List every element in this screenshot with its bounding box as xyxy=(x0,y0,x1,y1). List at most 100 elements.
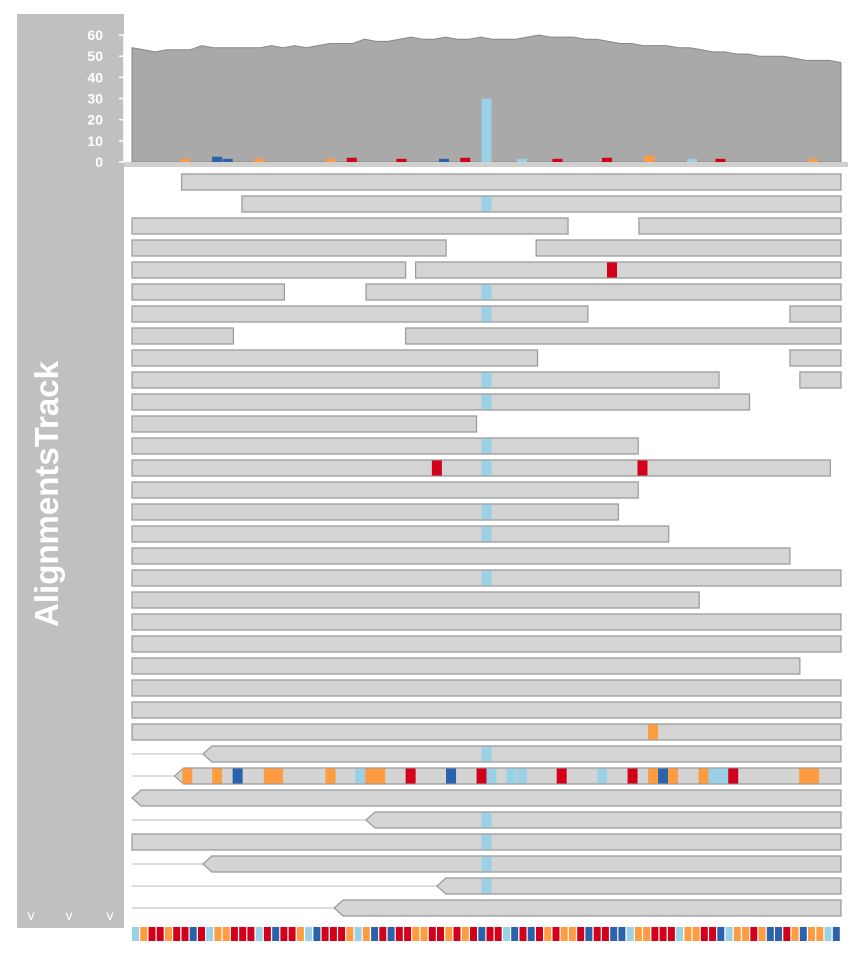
coverage-baseline xyxy=(124,162,848,167)
mismatch-bar xyxy=(715,158,726,162)
sequence-base xyxy=(189,927,197,941)
sequence-base xyxy=(247,927,255,941)
sequence-base xyxy=(214,927,222,941)
sequence-base xyxy=(700,927,708,941)
collapse-chevron-icon[interactable]: v xyxy=(65,907,73,923)
read xyxy=(131,635,842,653)
read-mismatch xyxy=(481,570,492,586)
sequence-base xyxy=(420,927,428,941)
sequence-base xyxy=(791,927,799,941)
read-mismatch xyxy=(481,878,492,894)
sequence-base xyxy=(758,927,766,941)
sequence-base xyxy=(379,927,387,941)
read xyxy=(789,305,842,323)
sequence-base xyxy=(148,927,156,941)
read xyxy=(131,239,447,257)
read-mismatch xyxy=(481,834,492,850)
read-mismatch xyxy=(648,724,659,740)
read-mismatch xyxy=(481,812,492,828)
sequence-base xyxy=(610,927,618,941)
sequence-base xyxy=(206,927,214,941)
read xyxy=(535,239,842,257)
sequence-base xyxy=(428,927,436,941)
read-mismatch xyxy=(658,768,669,784)
sequence-base xyxy=(585,927,593,941)
read xyxy=(131,789,842,807)
sequence-base xyxy=(263,927,271,941)
read-mismatch xyxy=(606,262,617,278)
sequence-base xyxy=(593,927,601,941)
read-mismatch xyxy=(718,768,729,784)
sequence-base xyxy=(725,927,733,941)
y-tick-label: 40 xyxy=(87,69,103,85)
mismatch-bar xyxy=(552,158,563,162)
mismatch-bar xyxy=(254,158,265,162)
coverage-plot: 0 10 20 30 40 50 60 xyxy=(17,14,848,170)
track-title-panel: AlignmentsTrack v v v xyxy=(17,14,124,928)
sequence-base xyxy=(288,927,296,941)
read xyxy=(131,657,801,675)
sequence-base xyxy=(503,927,510,941)
read-mismatch xyxy=(667,768,678,784)
sequence-base xyxy=(667,927,675,941)
read xyxy=(365,811,842,829)
read-mismatch xyxy=(597,768,608,784)
sequence-base xyxy=(461,927,469,941)
sequence-base xyxy=(346,927,354,941)
read xyxy=(131,591,700,609)
collapse-chevron-icon[interactable]: v xyxy=(106,907,114,923)
read xyxy=(131,283,286,301)
y-tick-label: 50 xyxy=(87,48,103,64)
sequence-base xyxy=(536,927,543,941)
read xyxy=(131,503,619,521)
read xyxy=(131,679,842,697)
read xyxy=(241,195,842,213)
sequence-base xyxy=(552,927,560,941)
read xyxy=(131,327,234,345)
mismatch-bar xyxy=(325,158,336,162)
sequence-base xyxy=(742,927,750,941)
sequence-base xyxy=(733,927,741,941)
read-mismatch xyxy=(481,284,492,300)
collapse-chevron-icon[interactable]: v xyxy=(27,907,35,923)
read-mismatch xyxy=(481,526,492,542)
sequence-base xyxy=(371,927,379,941)
mismatch-bar xyxy=(438,158,449,162)
read xyxy=(181,173,842,191)
sequence-base xyxy=(709,927,717,941)
read-mismatch xyxy=(212,768,223,784)
sequence-base xyxy=(338,927,346,941)
y-tick-label: 60 xyxy=(87,27,103,43)
sequence-base xyxy=(321,927,329,941)
y-tick-label: 30 xyxy=(87,91,103,107)
sequence-base xyxy=(511,927,519,941)
sequence-base xyxy=(230,927,238,941)
read xyxy=(415,261,842,279)
sequence-base xyxy=(132,927,139,941)
mismatch-bar xyxy=(460,157,471,162)
sequence-base xyxy=(519,927,527,941)
sequence-base xyxy=(717,927,725,941)
sequence-base xyxy=(387,927,395,941)
sequence-base xyxy=(651,927,659,941)
read-mismatch xyxy=(355,768,366,784)
sequence-base xyxy=(156,927,164,941)
sequence-base xyxy=(272,927,280,941)
sequence-base xyxy=(255,927,263,941)
sequence-base xyxy=(239,927,247,941)
read-mismatch xyxy=(481,504,492,520)
sequence-base xyxy=(173,927,181,941)
sequence-base xyxy=(437,927,444,941)
sequence-base xyxy=(816,927,824,941)
sequence-base xyxy=(783,927,791,941)
sequence-base xyxy=(470,927,477,941)
read-mismatch xyxy=(516,768,527,784)
sequence-base xyxy=(775,927,782,941)
axis-panel xyxy=(17,14,124,162)
sequence-base xyxy=(799,927,807,941)
sequence-base xyxy=(750,927,758,941)
mismatch-bar xyxy=(602,157,613,162)
read xyxy=(131,547,791,565)
read-mismatch xyxy=(325,768,336,784)
